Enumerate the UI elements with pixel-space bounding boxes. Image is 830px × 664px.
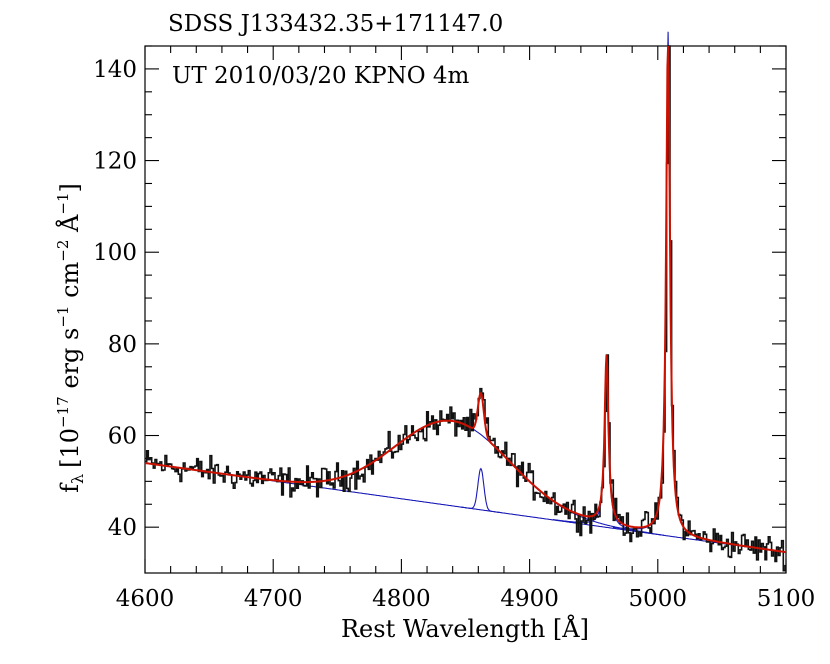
y-axis-label: fλ[10−17 erg s−1 cm−2 Å−1] [54,183,87,493]
oiii-5007-line [612,31,703,540]
narrow-hbeta-line [460,467,502,514]
y-label-exp1: −17 [54,396,72,428]
y-label-sub: λ [68,474,87,484]
y-tick-label: 60 [108,424,137,450]
observation-annotation: UT 2010/03/20 KPNO 4m [172,63,469,89]
y-label-bracket-open: [10 [56,428,84,468]
x-axis-label: Rest Wavelength [Å] [341,614,589,643]
x-tick-label: 4800 [372,586,431,612]
y-label-mid1: erg s [56,328,84,397]
y-axis-ticks: 40 60 80 100 120 140 [93,45,786,541]
y-label-exp3: −2 [54,240,72,262]
total-fit-line [144,45,787,554]
y-tick-label: 140 [93,57,137,83]
y-label-bracket-close: ] [56,183,84,192]
x-tick-label: 5100 [757,586,816,612]
y-label-mid3: Å [55,214,84,240]
y-label-main: f [56,482,84,493]
y-tick-label: 80 [108,332,137,358]
y-tick-label: 40 [108,515,137,541]
y-label-mid2: cm [56,261,84,305]
x-tick-label: 5000 [629,586,688,612]
x-tick-label: 4700 [244,586,303,612]
observed-spectrum-line [145,45,786,572]
y-label-exp2: −1 [54,306,72,328]
x-tick-label: 4900 [500,586,559,612]
y-tick-label: 120 [93,149,137,175]
x-axis-ticks: 4600 4700 4800 4900 5000 5100 [116,46,816,612]
plot-frame [144,45,787,574]
y-tick-label: 100 [93,240,137,266]
x-tick-label: 4600 [116,586,175,612]
component-fit-lines [144,31,787,553]
chart-title: SDSS J133432.35+171147.0 [168,11,503,37]
y-label-exp4: −1 [54,192,72,214]
plot-area: 4600 4700 4800 4900 5000 5100 40 60 80 100 120 140 [93,31,816,612]
